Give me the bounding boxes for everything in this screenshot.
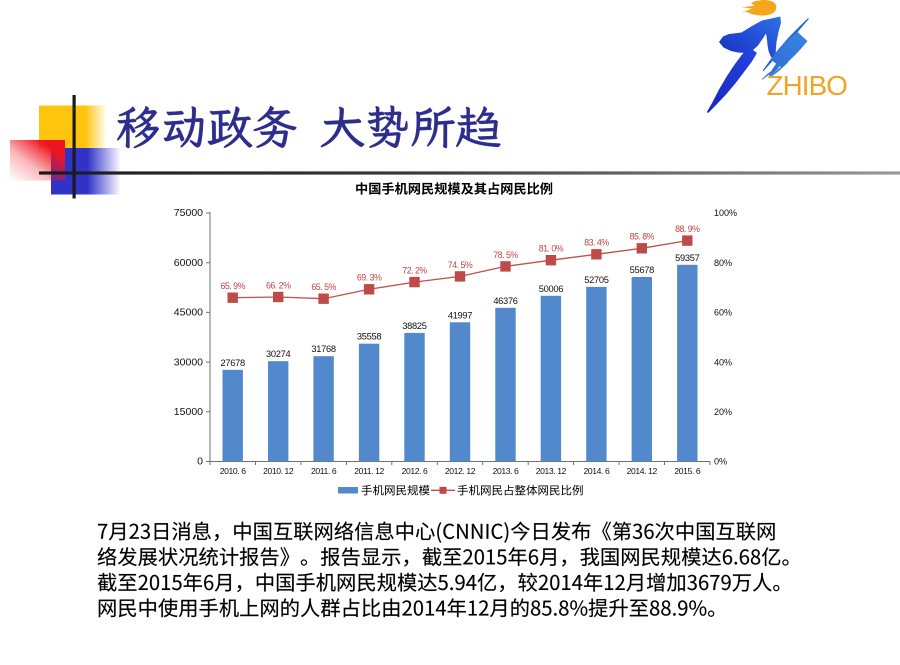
svg-text:85. 8%: 85. 8% xyxy=(630,232,655,242)
svg-text:2013. 6: 2013. 6 xyxy=(493,466,519,476)
svg-text:40%: 40% xyxy=(714,357,732,367)
svg-text:38825: 38825 xyxy=(402,321,426,331)
svg-text:78. 5%: 78. 5% xyxy=(493,250,518,260)
svg-text:60%: 60% xyxy=(714,308,732,318)
svg-text:0: 0 xyxy=(197,456,203,468)
svg-text:50006: 50006 xyxy=(539,284,563,294)
svg-text:2014. 6: 2014. 6 xyxy=(583,466,609,476)
svg-text:41997: 41997 xyxy=(448,310,472,320)
svg-text:81. 0%: 81. 0% xyxy=(539,244,564,254)
svg-text:65. 9%: 65. 9% xyxy=(221,281,246,291)
svg-text:80%: 80% xyxy=(714,258,732,268)
svg-text:2014. 12: 2014. 12 xyxy=(627,466,658,476)
svg-text:2010. 6: 2010. 6 xyxy=(220,466,246,476)
svg-text:65. 5%: 65. 5% xyxy=(311,282,336,292)
svg-text:20%: 20% xyxy=(714,407,732,417)
svg-text:75000: 75000 xyxy=(174,207,203,219)
svg-text:55678: 55678 xyxy=(630,265,654,275)
svg-text:74. 5%: 74. 5% xyxy=(448,260,473,270)
svg-text:46376: 46376 xyxy=(493,296,517,306)
svg-text:66. 2%: 66. 2% xyxy=(266,280,291,290)
svg-text:2013. 12: 2013. 12 xyxy=(536,466,567,476)
svg-text:83. 4%: 83. 4% xyxy=(584,238,609,248)
svg-text:2010. 12: 2010. 12 xyxy=(263,466,294,476)
svg-text:72. 2%: 72. 2% xyxy=(402,266,427,276)
svg-text:35558: 35558 xyxy=(357,332,381,342)
svg-text:2012. 6: 2012. 6 xyxy=(402,466,428,476)
svg-text:100%: 100% xyxy=(714,208,737,218)
svg-text:52705: 52705 xyxy=(584,275,608,285)
svg-text:88. 9%: 88. 9% xyxy=(675,224,700,234)
svg-text:ZHIBO: ZHIBO xyxy=(767,70,848,101)
svg-text:69. 3%: 69. 3% xyxy=(357,273,382,283)
svg-text:2015. 6: 2015. 6 xyxy=(674,466,700,476)
svg-text:2012. 12: 2012. 12 xyxy=(445,466,476,476)
svg-text:15000: 15000 xyxy=(174,406,203,418)
svg-text:31768: 31768 xyxy=(311,344,335,354)
svg-text:45000: 45000 xyxy=(174,307,203,319)
svg-text:27678: 27678 xyxy=(221,358,245,368)
svg-text:2011. 12: 2011. 12 xyxy=(354,466,384,476)
svg-text:60000: 60000 xyxy=(174,257,203,269)
svg-text:59357: 59357 xyxy=(675,253,699,263)
svg-text:30000: 30000 xyxy=(174,356,203,368)
svg-text:2011. 6: 2011. 6 xyxy=(311,466,337,476)
svg-text:0%: 0% xyxy=(714,457,727,467)
svg-text:30274: 30274 xyxy=(266,349,290,359)
